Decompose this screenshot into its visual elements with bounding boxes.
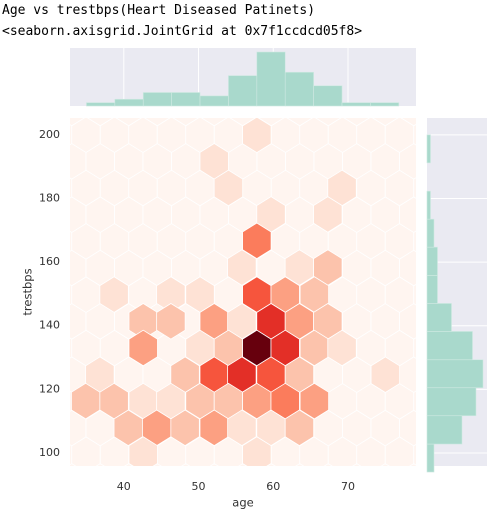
hex-background bbox=[70, 337, 73, 359]
hexbin bbox=[242, 436, 272, 466]
y-axis-label: trestbps bbox=[21, 268, 35, 315]
hexbin bbox=[128, 436, 158, 466]
histogram-bar bbox=[341, 102, 371, 107]
hexbin-area bbox=[15, 90, 486, 500]
hexbin bbox=[299, 382, 330, 420]
histogram-bar bbox=[284, 71, 314, 107]
hex-background bbox=[115, 118, 142, 127]
histogram-bar bbox=[426, 246, 438, 276]
hex-background bbox=[124, 463, 134, 466]
hex-background bbox=[29, 464, 58, 500]
histogram-bar bbox=[426, 387, 477, 417]
hex-background bbox=[352, 463, 362, 466]
histogram-bar bbox=[426, 303, 452, 332]
hex-background bbox=[343, 118, 370, 127]
histogram-bar bbox=[426, 190, 431, 220]
hex-background bbox=[315, 118, 342, 127]
y-tick-label: 180 bbox=[39, 191, 60, 204]
hex-background bbox=[266, 463, 276, 466]
y-tick-label: 160 bbox=[39, 255, 60, 268]
hex-background bbox=[87, 118, 114, 127]
histogram-bar bbox=[313, 85, 343, 107]
histogram-bar bbox=[86, 102, 116, 107]
hex-background bbox=[144, 118, 171, 127]
hex-background bbox=[380, 463, 390, 466]
histogram-bar bbox=[228, 75, 258, 107]
hex-background bbox=[172, 118, 199, 127]
y-tick-label: 120 bbox=[39, 382, 60, 395]
x-tick-label: 40 bbox=[117, 480, 131, 493]
histogram-bar bbox=[426, 443, 435, 473]
histogram-bar bbox=[426, 359, 484, 389]
hex-background bbox=[70, 118, 85, 127]
histogram-bar bbox=[114, 98, 144, 107]
hexbin bbox=[227, 249, 257, 286]
histogram-bar bbox=[256, 51, 286, 107]
hex-background bbox=[409, 463, 416, 466]
histogram-bar bbox=[426, 275, 438, 304]
hex-background bbox=[181, 463, 191, 466]
y-tick-label: 200 bbox=[39, 128, 60, 141]
hexbin bbox=[313, 196, 343, 233]
hex-background bbox=[238, 463, 248, 466]
hex-background bbox=[400, 118, 416, 127]
marginals bbox=[86, 51, 484, 473]
hex-background bbox=[15, 330, 44, 366]
hex-background bbox=[95, 463, 105, 466]
console-line: <seaborn.axisgrid.JointGrid at 0x7f1ccdc… bbox=[2, 24, 362, 39]
histogram-bar bbox=[199, 95, 229, 107]
hex-background bbox=[15, 224, 44, 260]
histogram-bar bbox=[426, 134, 431, 164]
hexbin bbox=[284, 409, 315, 447]
hex-background bbox=[152, 463, 162, 466]
hex-background bbox=[70, 463, 77, 466]
hexbin bbox=[242, 222, 272, 260]
console-line: Age vs trestbps(Heart Diseased Patinets) bbox=[2, 3, 315, 18]
histogram-bar bbox=[426, 331, 473, 361]
hex-background bbox=[29, 410, 58, 446]
hexbin bbox=[370, 356, 401, 393]
histogram-bar bbox=[171, 92, 201, 107]
y-tick-label: 100 bbox=[39, 446, 60, 459]
hexbin bbox=[242, 118, 272, 154]
hex-background bbox=[70, 284, 73, 306]
hexbin bbox=[227, 409, 257, 447]
hex-background bbox=[323, 463, 333, 466]
hexbin bbox=[213, 169, 244, 207]
hex-background bbox=[209, 463, 219, 466]
hexbin bbox=[99, 276, 129, 313]
histogram-bar bbox=[142, 92, 172, 107]
histogram-bar bbox=[426, 218, 435, 248]
hex-background bbox=[70, 230, 73, 252]
hex-background bbox=[201, 118, 228, 127]
y-tick-label: 140 bbox=[39, 319, 60, 332]
hex-background bbox=[295, 463, 305, 466]
hex-background bbox=[29, 144, 58, 180]
x-tick-label: 70 bbox=[341, 480, 355, 493]
hex-background bbox=[372, 118, 399, 127]
histogram-bar bbox=[370, 102, 400, 107]
hexbin bbox=[327, 329, 357, 367]
hex-background bbox=[286, 118, 313, 127]
x-tick-label: 50 bbox=[192, 480, 206, 493]
x-tick-label: 60 bbox=[266, 480, 280, 493]
hexbin bbox=[156, 303, 186, 340]
hex-background bbox=[29, 90, 58, 126]
hex-background bbox=[457, 464, 486, 500]
hexbin bbox=[170, 409, 200, 447]
x-axis-label: age bbox=[232, 496, 253, 510]
hexbin bbox=[128, 329, 158, 367]
histogram-bar bbox=[426, 415, 463, 445]
